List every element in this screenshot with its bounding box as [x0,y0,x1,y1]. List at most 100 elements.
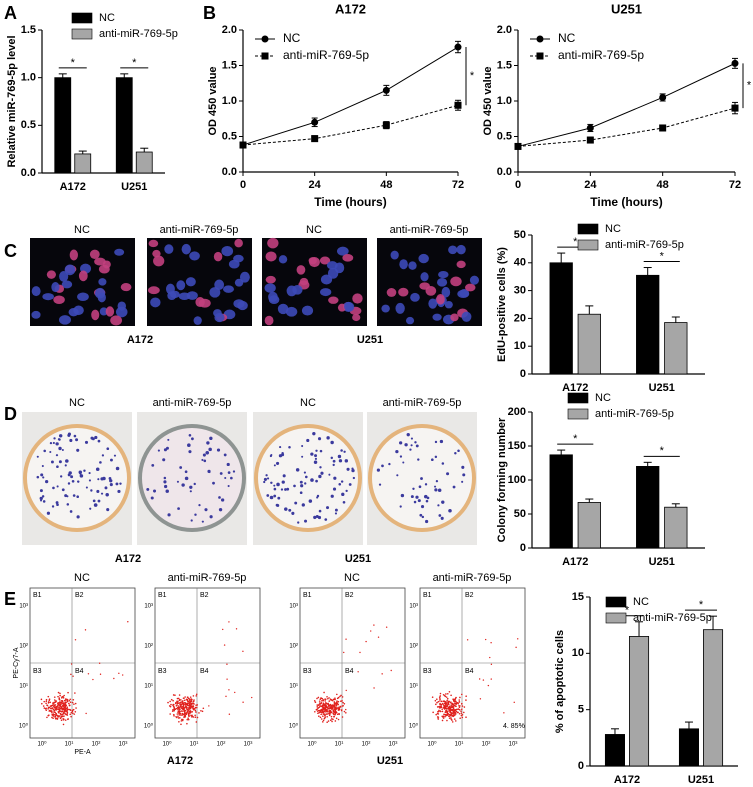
colony [446,472,450,476]
group-label: A172 [127,334,153,346]
event [45,702,47,705]
cell-nucleus [148,239,159,248]
event [60,705,62,708]
colony [340,480,344,483]
event [440,700,443,703]
colony [351,469,355,473]
event [459,717,461,720]
event [242,650,244,653]
event [359,651,361,654]
event [490,642,492,644]
event [60,707,62,710]
event [184,709,187,712]
event [63,718,65,721]
colony [404,443,408,447]
y-axis-label: OD 450 value [207,66,219,135]
event [182,713,185,716]
event [98,662,101,664]
colony [52,486,55,490]
legend-label: anti-miR-769-5p [99,28,178,40]
event [446,719,448,722]
event [444,707,447,710]
colony [164,484,168,489]
event [201,710,204,713]
event [118,672,120,675]
colony [70,475,74,479]
event [191,711,194,713]
colony [226,462,230,467]
colony [110,458,113,462]
event [61,700,64,702]
y-tick-label: 0.5 [222,130,237,142]
y-tick-label: 5 [578,704,584,716]
quadrant-label: B4 [200,668,209,675]
colony [194,513,197,516]
event [337,703,339,706]
colony [396,474,399,477]
bar [54,77,72,174]
colony [276,503,280,507]
event [57,695,59,698]
event [180,703,183,706]
x-tick-label: 10³ [509,742,518,748]
colony [108,477,112,480]
event [62,723,65,726]
y-tick-label: 30 [514,285,526,297]
colony [46,511,51,515]
colony [273,494,277,498]
cell-nucleus [120,283,132,292]
event [339,695,341,698]
event [334,713,336,716]
colony [265,474,268,477]
cell-nucleus [405,316,415,325]
colony [425,519,429,524]
y-tick-label: 100 [508,474,526,486]
event [223,644,226,646]
x-tick-label: 10⁰ [162,741,172,748]
event [318,715,320,718]
event [66,712,69,714]
event [48,709,51,712]
event [390,669,392,672]
event [195,704,197,706]
event [183,709,186,712]
column-label: anti-miR-769-5p [390,224,469,236]
event [176,697,179,700]
colony [332,463,335,467]
y-tick-label: 10⁰ [409,723,419,730]
event [187,704,190,707]
event [72,708,75,711]
event [331,720,333,723]
event [53,711,55,713]
colony [328,473,331,476]
event [99,673,102,675]
event [195,706,198,709]
colony [346,467,350,471]
legend-swatch [577,223,599,235]
event [172,699,174,702]
column-label: anti-miR-769-5p [160,224,239,236]
y-tick-label: 10 [514,340,526,352]
event [177,702,180,704]
event [42,705,45,707]
colony [266,477,270,480]
y-tick-label: 10¹ [144,684,153,690]
colony [297,521,300,524]
colony [317,515,322,520]
event [57,711,60,713]
error-bar [643,461,652,467]
event [71,709,74,712]
y-tick-label: 10² [289,644,298,650]
cell-nucleus [337,303,347,312]
event [190,702,193,705]
event [190,706,192,708]
bar [74,153,92,174]
event [46,704,48,706]
cell-nucleus [395,302,405,314]
event [208,705,210,707]
legend-swatch [577,239,599,251]
cell-nucleus [320,274,333,285]
bar [703,629,724,767]
colony [119,482,122,485]
event [443,706,445,708]
